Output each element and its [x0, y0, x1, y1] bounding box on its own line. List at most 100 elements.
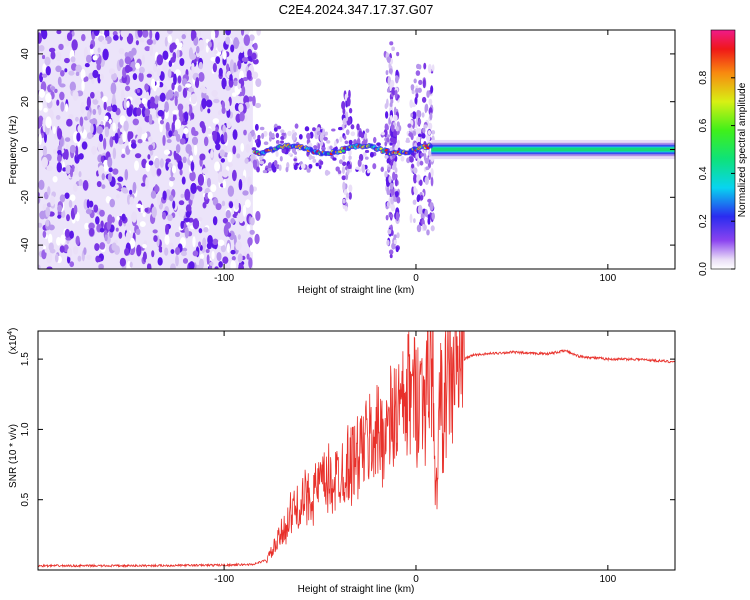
spectrogram-noise-cell: [167, 214, 173, 222]
spectrogram-noise-cell: [344, 140, 349, 145]
spectrogram-noise-cell: [104, 126, 110, 138]
spectrogram-noise-cell: [78, 153, 84, 160]
spectrogram-noise-cell: [389, 114, 393, 121]
spectrogram-noise-cell: [210, 56, 217, 62]
spectrogram-noise-cell: [69, 167, 73, 178]
spectrogram-noise-cell: [200, 85, 206, 93]
spectrogram-noise-cell: [221, 200, 226, 207]
spectrogram-noise-cell: [56, 99, 60, 106]
spectrogram-noise-cell: [180, 220, 184, 230]
spectrogram-noise-cell: [263, 141, 269, 146]
spectrogram-noise-cell: [281, 132, 286, 137]
spectrogram-noise-cell: [348, 191, 352, 200]
spectrogram-noise-cell: [154, 95, 159, 105]
spectrogram-noise-cell: [417, 204, 423, 215]
spectrogram-noise-cell: [159, 92, 166, 102]
spectrogram-noise-cell: [388, 175, 392, 184]
spectrogram-noise-cell: [95, 90, 101, 101]
spectrogram-noise-cell: [65, 164, 71, 175]
spectrogram-noise-cell: [198, 258, 204, 269]
spectrogram-noise-cell: [196, 30, 202, 37]
spectrogram-noise-cell: [136, 244, 142, 257]
spectrogram-noise-cell: [135, 62, 140, 69]
spectrogram-noise-cell: [144, 132, 148, 139]
spectrogram-noise-cell: [229, 201, 234, 209]
spectrogram-noise-cell: [228, 230, 235, 241]
spectrogram-noise-cell: [393, 239, 398, 245]
spectrogram-noise-cell: [185, 144, 192, 154]
spectrogram-noise-cell: [393, 114, 398, 122]
spectrogram-noise-cell: [362, 151, 367, 157]
spectrogram-noise-cell: [191, 126, 196, 136]
spectrogram-noise-cell: [171, 165, 177, 174]
spectrogram-noise-cell: [416, 194, 421, 202]
spectrogram-noise-cell: [115, 227, 119, 232]
spectrogram-noise-cell: [220, 158, 226, 163]
spectrogram-noise-cell: [75, 235, 80, 246]
spectrogram-noise-cell: [246, 253, 250, 260]
spectrogram-noise-cell: [64, 192, 70, 199]
spectrogram-noise-cell: [169, 194, 174, 202]
spectrogram-noise-cell: [230, 62, 235, 74]
snr-ytick-label: 1.0: [20, 422, 31, 436]
spectrogram-noise-cell: [132, 181, 137, 194]
spectrogram-mid-noise: [250, 41, 436, 259]
spectrogram-noise-cell: [52, 126, 56, 134]
spectrogram-noise-cell: [153, 114, 157, 119]
spectrogram-noise-cell: [413, 173, 417, 184]
spectrogram-noise-cell: [210, 30, 216, 41]
spectrogram-noise-cell: [348, 107, 353, 114]
spectrogram-noise-cell: [78, 179, 83, 186]
spectrogram-noise-cell: [323, 136, 328, 141]
spectrogram-noise-cell: [93, 204, 99, 213]
spectrogram-noise-cell: [394, 75, 399, 84]
spectrogram-noise-cell: [197, 39, 205, 51]
spectrogram-noise-cell: [419, 194, 424, 201]
spectrogram-noise-cell: [248, 257, 253, 269]
spectrogram-noise-cell: [64, 68, 68, 73]
spectrogram-noise-cell: [64, 149, 69, 161]
spectrogram-noise-cell: [428, 98, 433, 106]
spectrogram-noise-cell: [73, 204, 78, 215]
spectrogram-noise-cell: [88, 222, 95, 230]
spectrogram-noise-cell: [162, 50, 169, 61]
spectrogram-noise-cell: [233, 80, 238, 87]
spectrogram-noise-cell: [65, 103, 69, 112]
spectrogram-noise-cell: [386, 134, 391, 138]
spectrogram-noise-cell: [90, 91, 95, 99]
spectrogram-noise-cell: [86, 110, 91, 121]
spectrogram-noise-cell: [106, 221, 112, 231]
spectrogram-noise-cell: [151, 206, 157, 218]
spectrogram-noise-cell: [199, 253, 205, 260]
spectrogram-noise-cell: [217, 41, 223, 53]
spectrogram-noise-cell: [357, 159, 362, 168]
spectrogram-noise-cell: [162, 190, 167, 201]
spectrogram-noise-cell: [386, 158, 390, 164]
spectrogram-noise-cell: [146, 38, 154, 46]
spectrogram-noise-cell: [419, 160, 424, 166]
spectrogram-noise-cell: [386, 136, 390, 143]
spectrogram-noise-cell: [319, 133, 324, 142]
spectrogram-noise-cell: [425, 166, 430, 171]
spectrogram-noise-cell: [414, 97, 418, 105]
spectrogram-noise-cell: [69, 194, 76, 202]
spectrogram-noise-cell: [212, 216, 218, 226]
spectrogram-noise-cell: [116, 194, 120, 199]
spectrogram-noise-cell: [170, 263, 176, 269]
spectrogram-noise-cell: [69, 230, 74, 239]
spectrogram-noise-cell: [422, 79, 426, 89]
spectrogram-noise-cell: [391, 242, 396, 250]
spectrogram-noise-cell: [333, 140, 337, 148]
spectrogram-noise-cell: [50, 51, 56, 60]
spectrogram-noise-cell: [346, 96, 351, 107]
spectrogram-noise-cell: [344, 205, 348, 212]
spectrogram-noise-cell: [392, 138, 397, 145]
spectrogram-noise-cell: [387, 229, 392, 235]
spectrogram-noise-cell: [245, 143, 251, 153]
spectrogram-noise-cell: [206, 254, 210, 265]
spectrogram-noise-cell: [122, 189, 129, 194]
spectrogram-noise-cell: [134, 97, 142, 106]
spectrogram-noise-cell: [419, 179, 423, 186]
spectrogram-noise-cell: [153, 63, 158, 73]
spectrogram-noise-cell: [190, 112, 195, 120]
